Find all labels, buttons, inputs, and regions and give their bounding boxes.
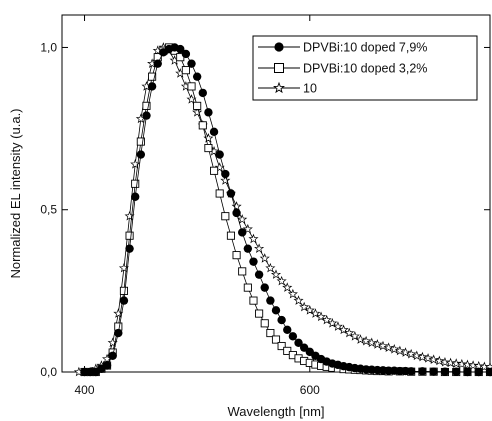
data-point	[283, 326, 291, 334]
data-point	[238, 228, 246, 236]
data-point	[120, 296, 128, 304]
data-point	[154, 59, 162, 67]
y-tick-label: 1,0	[40, 40, 57, 54]
data-point	[210, 128, 218, 136]
y-tick-label: 0,5	[40, 203, 57, 217]
data-point	[407, 367, 415, 375]
data-point	[227, 189, 235, 197]
data-point	[232, 209, 240, 217]
data-point	[239, 268, 246, 275]
legend-label-series-1: DPVBi:10 doped 7,9%	[303, 41, 427, 55]
legend-marker-filled-circle	[274, 42, 283, 51]
data-point	[182, 67, 189, 74]
data-point	[205, 144, 212, 151]
data-point	[233, 252, 240, 259]
data-point	[187, 59, 195, 67]
x-axis-label: Wavelength [nm]	[227, 404, 324, 419]
data-point	[249, 257, 257, 265]
data-point	[125, 244, 133, 252]
data-point	[266, 264, 274, 272]
data-point	[188, 83, 195, 90]
data-point	[142, 111, 150, 119]
data-point	[193, 72, 201, 80]
data-point	[120, 287, 127, 294]
data-point	[215, 150, 223, 158]
data-point	[261, 254, 269, 262]
data-point	[137, 150, 145, 158]
legend: DPVBi:10 doped 7,9% DPVBi:10 doped 3,2% …	[253, 36, 477, 100]
data-point	[255, 244, 263, 252]
data-point	[441, 367, 449, 375]
data-point	[114, 329, 122, 337]
data-point	[463, 368, 471, 376]
y-axis-label: Normalized EL intensity (u.a.)	[8, 108, 23, 278]
data-point	[182, 50, 190, 58]
x-tick-label: 400	[75, 383, 95, 397]
data-point	[216, 190, 223, 197]
data-point	[255, 270, 263, 278]
data-point	[108, 352, 116, 360]
data-point	[221, 170, 229, 178]
data-point	[199, 89, 207, 97]
data-point	[289, 332, 297, 340]
data-point	[210, 167, 217, 174]
data-point	[266, 296, 274, 304]
data-point	[250, 297, 257, 304]
data-point	[244, 284, 251, 291]
data-point	[418, 367, 426, 375]
data-point	[249, 235, 257, 243]
data-point	[475, 368, 483, 376]
data-point	[256, 310, 263, 317]
data-point	[452, 367, 460, 375]
data-point	[148, 82, 156, 90]
data-point	[272, 306, 280, 314]
data-point	[222, 213, 229, 220]
data-point	[227, 232, 234, 239]
x-tick-label: 600	[300, 383, 320, 397]
y-tick-label: 0,0	[40, 365, 57, 379]
data-point	[199, 122, 206, 129]
data-point	[429, 367, 437, 375]
data-point	[194, 102, 201, 109]
data-point	[261, 320, 268, 327]
legend-label-series-2: DPVBi:10 doped 3,2%	[303, 62, 427, 76]
legend-label-series-3: 10	[303, 82, 317, 96]
data-point	[132, 180, 139, 187]
data-point	[204, 108, 212, 116]
data-point	[244, 244, 252, 252]
data-point	[277, 316, 285, 324]
data-point	[103, 361, 111, 369]
data-point	[131, 193, 139, 201]
legend-marker-open-square	[275, 64, 284, 73]
data-point	[261, 283, 269, 291]
data-point	[126, 232, 133, 239]
